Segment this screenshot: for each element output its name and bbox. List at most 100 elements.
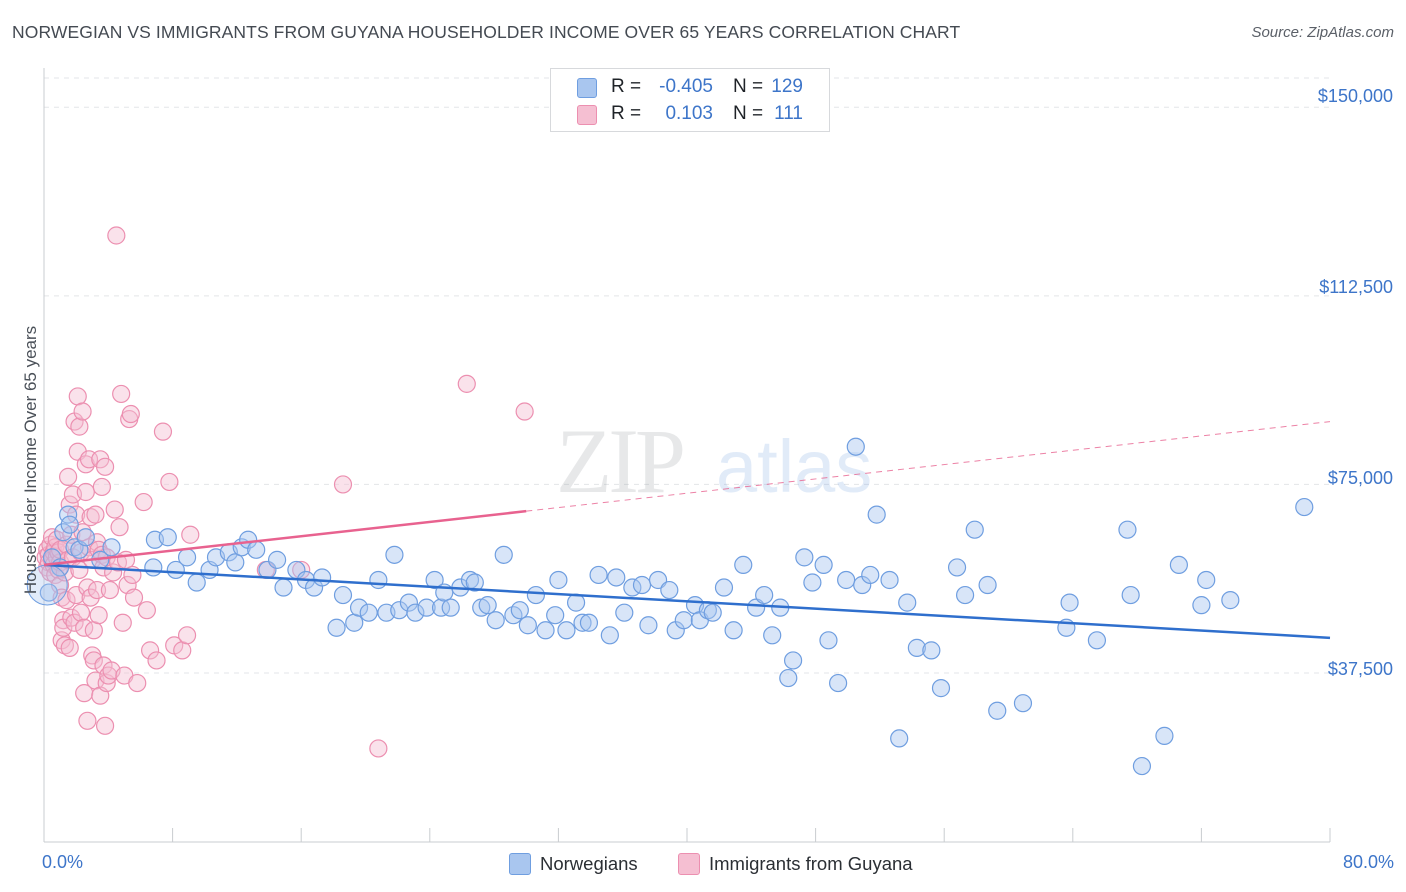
data-point xyxy=(549,570,568,590)
data-point xyxy=(441,598,460,617)
data-point xyxy=(947,558,967,577)
data-point xyxy=(369,739,388,758)
data-point xyxy=(76,482,95,502)
data-point xyxy=(724,621,743,640)
data-point xyxy=(144,558,163,577)
data-point xyxy=(327,618,346,637)
data-point xyxy=(814,555,833,575)
data-point xyxy=(73,402,92,421)
r-value: -0.405 xyxy=(659,76,713,97)
data-point xyxy=(880,570,899,590)
data-point xyxy=(173,641,192,660)
data-point xyxy=(1197,570,1216,590)
data-point xyxy=(60,515,79,534)
data-point xyxy=(1060,593,1079,612)
data-point xyxy=(112,384,131,404)
data-point xyxy=(166,560,185,580)
n-value: 111 xyxy=(774,103,803,124)
data-point xyxy=(312,568,332,587)
y-tick-label: $150,000 xyxy=(1317,86,1393,106)
pink-swatch-icon xyxy=(678,853,700,875)
data-point xyxy=(333,585,353,605)
data-point xyxy=(589,565,608,585)
data-point xyxy=(639,616,658,635)
data-point xyxy=(71,603,91,622)
data-point xyxy=(600,626,619,645)
data-point xyxy=(177,626,197,645)
data-point xyxy=(349,598,369,617)
data-point xyxy=(345,613,364,632)
data-point xyxy=(1118,520,1137,539)
data-point xyxy=(714,578,734,597)
legend-label: Immigrants from Guyana xyxy=(709,853,913,874)
data-point xyxy=(76,528,95,547)
data-point xyxy=(417,598,436,617)
data-point xyxy=(978,575,997,595)
data-point xyxy=(837,570,856,590)
data-point xyxy=(546,606,565,625)
data-point xyxy=(536,621,555,640)
watermark-atlas: atlas xyxy=(716,425,872,508)
data-point xyxy=(457,374,476,393)
series-legend: Norwegians Immigrants from Guyana xyxy=(0,852,1406,880)
data-point xyxy=(1295,497,1314,517)
data-point xyxy=(92,477,111,497)
data-point xyxy=(158,528,177,547)
data-point xyxy=(62,608,81,627)
data-point xyxy=(494,545,513,564)
data-point xyxy=(907,638,926,657)
data-point xyxy=(274,578,293,597)
r-value: 0.103 xyxy=(665,103,713,124)
trend-line-norwegians xyxy=(43,563,1331,640)
data-point xyxy=(177,548,197,567)
data-point xyxy=(181,525,200,544)
data-point xyxy=(267,550,287,569)
data-point xyxy=(965,520,984,539)
source-label: Source: ZipAtlas.com xyxy=(1251,24,1394,41)
axes xyxy=(43,68,1331,843)
data-point xyxy=(95,716,115,735)
pink-series-points xyxy=(36,226,534,758)
data-point xyxy=(518,616,537,635)
data-point xyxy=(76,455,95,474)
pink-swatch-icon xyxy=(577,105,597,125)
data-point xyxy=(84,651,103,670)
data-point xyxy=(70,417,89,436)
y-axis-label: Householder Income Over 65 years xyxy=(21,325,40,595)
data-point xyxy=(81,588,100,607)
data-point xyxy=(1087,631,1107,650)
data-point xyxy=(399,593,419,612)
blue-swatch-icon xyxy=(509,853,531,875)
legend-row-blue: R = -0.405 N = 129 xyxy=(551,73,829,101)
data-point xyxy=(557,621,576,640)
data-point xyxy=(846,437,865,456)
trend-line-guyana-extension xyxy=(526,421,1331,512)
data-point xyxy=(1132,756,1152,776)
trend-line-guyana xyxy=(43,509,527,567)
data-point xyxy=(510,601,529,620)
blue-series-points xyxy=(26,437,1314,776)
y-tick-label: $37,500 xyxy=(1327,659,1393,679)
y-tick-label: $75,000 xyxy=(1327,468,1393,488)
data-point xyxy=(425,570,444,590)
data-point xyxy=(99,666,118,685)
data-point xyxy=(84,621,103,640)
x-tick-label-max: 80.0% xyxy=(1342,852,1394,872)
data-point xyxy=(861,565,880,585)
data-point xyxy=(110,518,129,537)
data-point xyxy=(187,573,206,592)
data-point xyxy=(922,641,941,660)
data-point xyxy=(87,580,107,600)
data-point xyxy=(78,711,97,730)
y-tick-label: $112,500 xyxy=(1319,277,1393,297)
blue-swatch-icon xyxy=(577,78,597,98)
data-point xyxy=(755,585,774,605)
data-point xyxy=(1169,555,1188,575)
data-point xyxy=(153,422,173,441)
data-point xyxy=(526,585,545,605)
legend-row-pink: R = 0.103 N = 111 xyxy=(551,100,829,128)
legend-label: Norwegians xyxy=(540,853,638,874)
data-point xyxy=(779,668,798,688)
data-point xyxy=(226,553,245,572)
